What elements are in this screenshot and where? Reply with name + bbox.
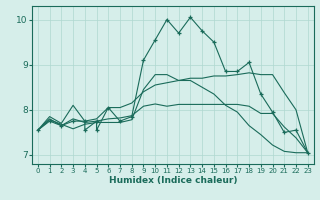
- X-axis label: Humidex (Indice chaleur): Humidex (Indice chaleur): [108, 176, 237, 185]
